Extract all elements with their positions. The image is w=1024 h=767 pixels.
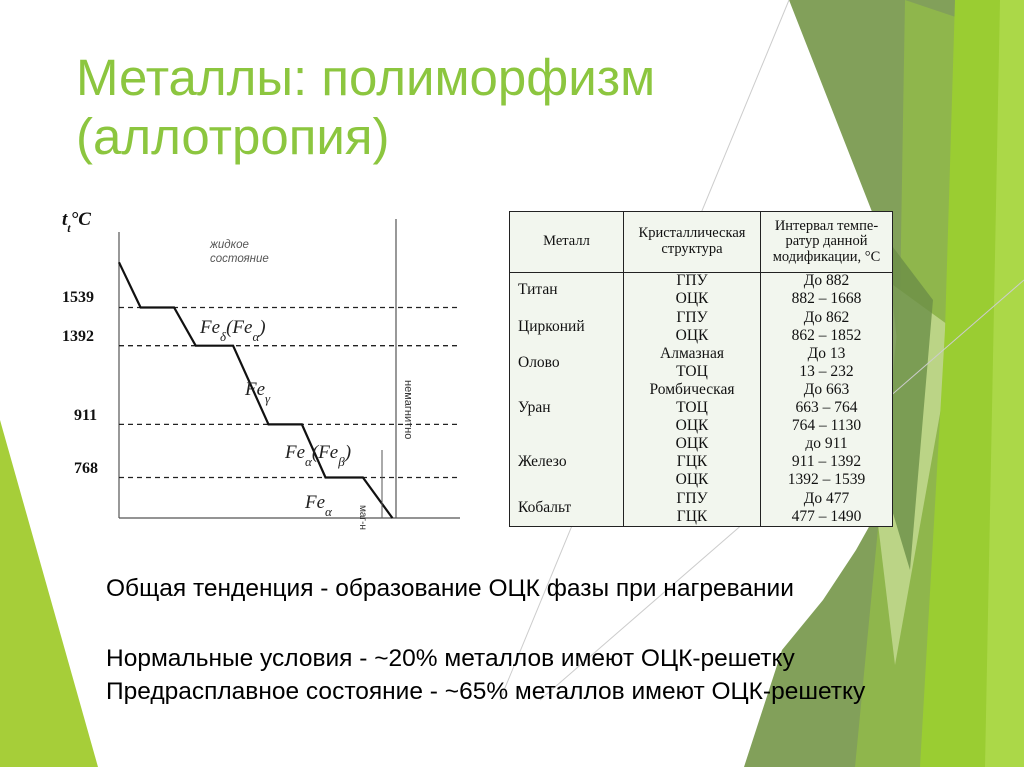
svg-text:Feδ(Feα): Feδ(Feα) [199,317,266,344]
svg-text:Feα(Feβ): Feα(Feβ) [284,442,351,469]
svg-text:состояние: состояние [210,253,269,265]
svg-text:768: 768 [74,460,98,477]
svg-text:1539: 1539 [62,289,94,306]
svg-text:1392: 1392 [62,328,94,345]
svg-text:tt°C: tt°C [62,209,91,235]
svg-text:жидкое: жидкое [209,239,249,251]
svg-text:911: 911 [74,407,97,424]
svg-text:Feα: Feα [304,492,333,519]
svg-text:маг-нитно: маг-нитно [357,505,368,530]
svg-text:немагнитно: немагнитно [402,380,414,439]
